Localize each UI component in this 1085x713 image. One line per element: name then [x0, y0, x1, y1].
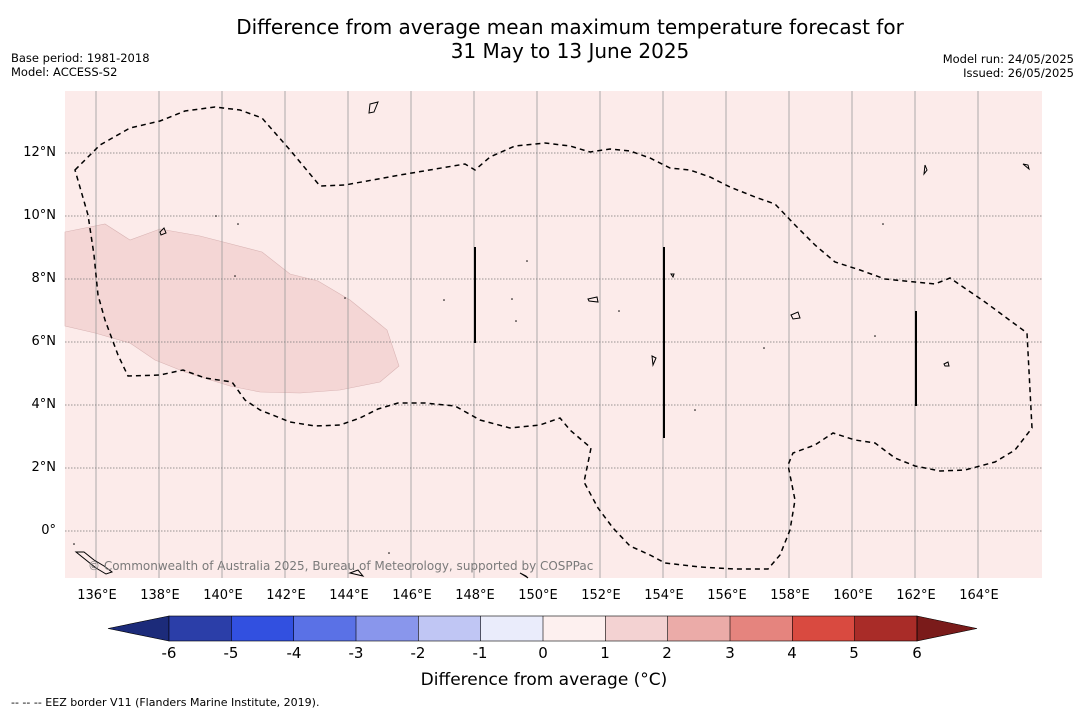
- colorbar-segment: [169, 616, 232, 641]
- colorbar-segment: [294, 616, 357, 641]
- colorbar-segment: [231, 616, 294, 641]
- colorbar-segment: [418, 616, 481, 641]
- colorbar-tick: -4: [274, 644, 314, 662]
- colorbar-tick: 2: [647, 644, 687, 662]
- colorbar-segment: [668, 616, 731, 641]
- colorbar-segment: [605, 616, 668, 641]
- colorbar-tick: -1: [460, 644, 500, 662]
- colorbar-tick: -3: [336, 644, 376, 662]
- colorbar-segment: [356, 616, 419, 641]
- colorbar-tick: -6: [149, 644, 189, 662]
- eez-footnote: -- -- -- EEZ border V11 (Flanders Marine…: [11, 696, 319, 709]
- colorbar-title: Difference from average (°C): [300, 670, 788, 690]
- colorbar-extend-low: [108, 616, 169, 641]
- colorbar-tick: 3: [710, 644, 750, 662]
- colorbar-tick: 4: [772, 644, 812, 662]
- colorbar-segment: [481, 616, 544, 641]
- colorbar-segment: [855, 616, 918, 641]
- colorbar-segment: [730, 616, 793, 641]
- colorbar-tick: -5: [211, 644, 251, 662]
- colorbar-segment: [792, 616, 855, 641]
- colorbar: [0, 0, 1085, 713]
- colorbar-segment: [543, 616, 606, 641]
- colorbar-extend-high: [917, 616, 977, 641]
- colorbar-tick: -2: [398, 644, 438, 662]
- colorbar-tick: 0: [523, 644, 563, 662]
- colorbar-tick: 5: [834, 644, 874, 662]
- colorbar-tick: 1: [585, 644, 625, 662]
- colorbar-segments: [108, 616, 977, 641]
- colorbar-tick: 6: [897, 644, 937, 662]
